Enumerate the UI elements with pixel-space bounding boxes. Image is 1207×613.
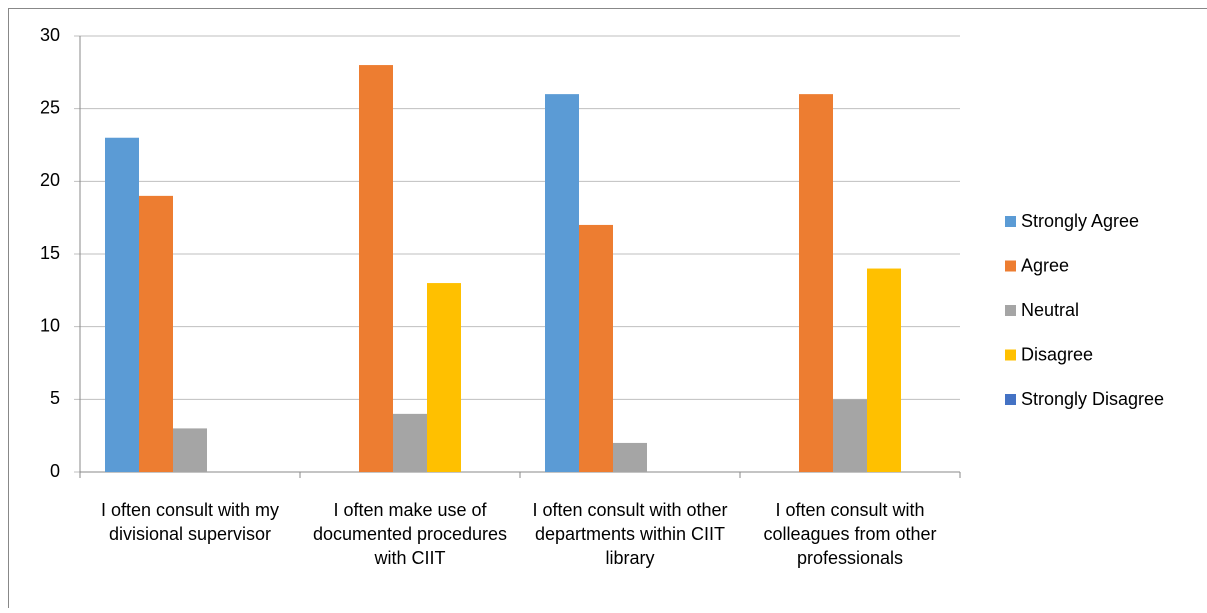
legend-swatch [1005,261,1016,272]
y-tick-label: 25 [40,97,60,117]
x-tick-label: I often consult with my divisional super… [82,498,298,546]
legend-label: Agree [1021,255,1069,275]
y-tick-label: 20 [40,170,60,190]
bar [833,399,867,472]
x-tick-label: I often consult with colleagues from oth… [742,498,958,570]
legend-label: Neutral [1021,300,1079,320]
y-tick-label: 15 [40,243,60,263]
bar [799,94,833,472]
bar [139,196,173,472]
bar [867,269,901,472]
x-tick-label-box: I often consult with my divisional super… [82,498,298,588]
bar [427,283,461,472]
bar [613,443,647,472]
legend-label: Strongly Agree [1021,211,1139,231]
legend-swatch [1005,216,1016,227]
bar [105,138,139,472]
x-tick-label: I often consult with other departments w… [522,498,738,570]
y-tick-label: 0 [50,461,60,481]
x-tick-label: I often make use of documented procedure… [302,498,518,570]
y-tick-label: 10 [40,315,60,335]
bar [579,225,613,472]
legend-label: Disagree [1021,344,1093,364]
legend-swatch [1005,350,1016,361]
x-tick-label-box: I often consult with other departments w… [522,498,738,588]
x-tick-label-box: I often make use of documented procedure… [302,498,518,588]
legend-swatch [1005,394,1016,405]
bar [393,414,427,472]
legend-label: Strongly Disagree [1021,389,1164,409]
legend-swatch [1005,305,1016,316]
x-tick-label-box: I often consult with colleagues from oth… [742,498,958,588]
bar [545,94,579,472]
y-tick-label: 30 [40,25,60,45]
bar [359,65,393,472]
y-tick-label: 5 [50,388,60,408]
bar [173,428,207,472]
